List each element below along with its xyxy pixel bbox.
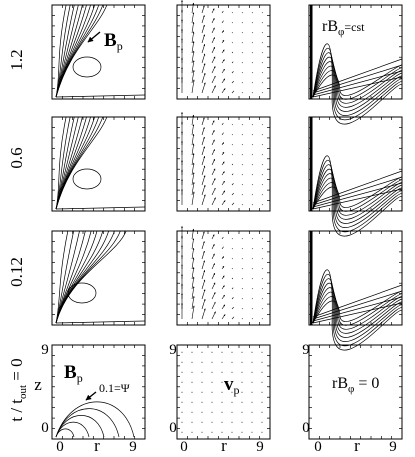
z-axis-label: z	[34, 375, 42, 394]
panel-contour-row-1	[308, 4, 403, 125]
x-tick-9-col3: 9	[389, 439, 397, 455]
annotation-rbphi-zero: rBφ = 0	[332, 375, 379, 395]
x-tick-0-col2: 0	[180, 439, 188, 455]
y-tick-0-col1: 0	[41, 420, 49, 436]
panel-field-row-2	[51, 116, 146, 212]
y-tick-9-col3: 9	[302, 342, 310, 358]
psi-label: 0.1=Ψ	[99, 381, 130, 395]
annotation-vp: vp	[224, 374, 240, 397]
row-label-2: 0.6	[7, 147, 26, 168]
row-label-4: t / tout = 0	[7, 358, 29, 421]
x-label-col2: r	[221, 436, 227, 455]
panel-vector-row-3	[176, 226, 271, 326]
x-label-col3: r	[354, 436, 360, 455]
svg-text:Bp: Bp	[104, 30, 123, 53]
annotation-rbphi-cst: rBφ=cst	[322, 18, 365, 38]
x-tick-0-col3: 0	[314, 439, 322, 455]
panel-contour-row-3	[308, 230, 403, 351]
row-label-3: 0.12	[7, 257, 26, 287]
annotation-bp-top: Bp	[87, 30, 123, 53]
annotation-bp-bottom: Bp 0.1=Ψ	[64, 362, 130, 401]
row-label-1: 1.2	[7, 49, 26, 70]
panel-field-row-4	[51, 344, 146, 440]
panel-vector-row-2	[176, 112, 271, 212]
panel-vector-row-4	[176, 344, 271, 440]
panel-vector-row-1	[176, 0, 271, 100]
y-tick-0-col2: 0	[169, 420, 177, 436]
y-tick-9-col2: 9	[169, 342, 177, 358]
x-tick-9-col2: 9	[256, 439, 264, 455]
panel-contour-row-2	[308, 116, 403, 237]
panel-field-row-1	[51, 4, 146, 100]
x-label-col1: r	[94, 436, 100, 455]
svg-text:Bp: Bp	[64, 362, 83, 385]
panel-grid	[51, 0, 403, 440]
y-tick-9-col1: 9	[41, 342, 49, 358]
y-tick-0-col3: 0	[302, 420, 310, 436]
x-tick-0-col1: 0	[56, 439, 64, 455]
panel-contour-row-4	[308, 344, 403, 440]
panel-field-row-3	[51, 230, 146, 326]
x-tick-9-col1: 9	[129, 439, 137, 455]
